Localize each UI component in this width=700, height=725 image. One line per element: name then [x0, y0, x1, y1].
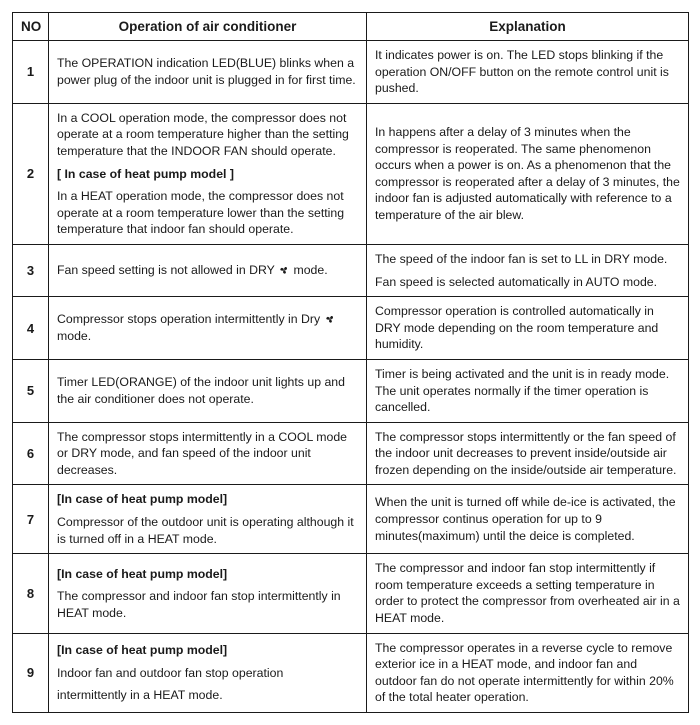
explanation-cell: When the unit is turned off while de-ice…	[367, 485, 689, 554]
row-number: 4	[13, 297, 49, 360]
text-segment: The compressor and indoor fan stop inter…	[375, 560, 680, 626]
table-row: 6The compressor stops intermittently in …	[13, 422, 689, 485]
text-segment: It indicates power is on. The LED stops …	[375, 47, 680, 97]
operation-cell: The compressor stops intermittently in a…	[49, 422, 367, 485]
explanation-cell: The speed of the indoor fan is set to LL…	[367, 244, 689, 296]
operation-cell: Timer LED(ORANGE) of the indoor unit lig…	[49, 359, 367, 422]
text-segment: The speed of the indoor fan is set to LL…	[375, 251, 680, 268]
table-header-row: NO Operation of air conditioner Explanat…	[13, 13, 689, 41]
col-header-no: NO	[13, 13, 49, 41]
col-header-explanation: Explanation	[367, 13, 689, 41]
row-number: 8	[13, 554, 49, 633]
text-segment: Timer LED(ORANGE) of the indoor unit lig…	[57, 374, 358, 407]
text-segment: When the unit is turned off while de-ice…	[375, 494, 680, 544]
row-number: 9	[13, 633, 49, 712]
explanation-cell: The compressor stops intermittently or t…	[367, 422, 689, 485]
text-segment: [In case of heat pump model]	[57, 642, 358, 659]
row-number: 3	[13, 244, 49, 296]
text-segment: In a COOL operation mode, the compressor…	[57, 110, 358, 160]
table-row: 8 [In case of heat pump model] The compres…	[13, 554, 689, 633]
text-segment: [ In case of heat pump model ]	[57, 166, 358, 183]
text-segment: The compressor stops intermittently or t…	[375, 429, 680, 479]
row-number: 2	[13, 103, 49, 244]
explanation-cell: It indicates power is on. The LED stops …	[367, 41, 689, 104]
table-row: 2In a COOL operation mode, the compresso…	[13, 103, 689, 244]
table-row: 9 [In case of heat pump model] Indoor fan …	[13, 633, 689, 712]
text-segment: Indoor fan and outdoor fan stop operatio…	[57, 665, 358, 682]
text-segment: [In case of heat pump model]	[57, 491, 358, 508]
row-number: 5	[13, 359, 49, 422]
text-segment: Compressor operation is controlled autom…	[375, 303, 680, 353]
text-segment: In a HEAT operation mode, the compressor…	[57, 188, 358, 238]
col-header-operation: Operation of air conditioner	[49, 13, 367, 41]
table-row: 5Timer LED(ORANGE) of the indoor unit li…	[13, 359, 689, 422]
text-segment: Compressor stops operation intermittentl…	[57, 311, 358, 344]
operation-cell: [In case of heat pump model] Compressor o…	[49, 485, 367, 554]
text-segment: The compressor operates in a reverse cyc…	[375, 640, 680, 706]
explanation-cell: The compressor and indoor fan stop inter…	[367, 554, 689, 633]
text-segment: In happens after a delay of 3 minutes wh…	[375, 124, 680, 224]
fan-icon	[278, 264, 290, 276]
table-row: 1The OPERATION indication LED(BLUE) blin…	[13, 41, 689, 104]
operation-cell: [In case of heat pump model] The compress…	[49, 554, 367, 633]
troubleshooting-table: NO Operation of air conditioner Explanat…	[12, 12, 689, 713]
text-segment: intermittently in a HEAT mode.	[57, 687, 358, 704]
explanation-cell: In happens after a delay of 3 minutes wh…	[367, 103, 689, 244]
operation-cell: Compressor stops operation intermittentl…	[49, 297, 367, 360]
text-segment: Fan speed setting is not allowed in DRY …	[57, 262, 358, 279]
row-number: 6	[13, 422, 49, 485]
row-number: 1	[13, 41, 49, 104]
text-segment: Fan speed is selected automatically in A…	[375, 274, 680, 291]
explanation-cell: Compressor operation is controlled autom…	[367, 297, 689, 360]
operation-cell: Fan speed setting is not allowed in DRY …	[49, 244, 367, 296]
explanation-cell: Timer is being activated and the unit is…	[367, 359, 689, 422]
text-segment: [In case of heat pump model]	[57, 566, 358, 583]
text-segment: The compressor and indoor fan stop inter…	[57, 588, 358, 621]
text-segment: Timer is being activated and the unit is…	[375, 366, 680, 416]
operation-cell: In a COOL operation mode, the compressor…	[49, 103, 367, 244]
table-row: 4Compressor stops operation intermittent…	[13, 297, 689, 360]
text-segment: Compressor of the outdoor unit is operat…	[57, 514, 358, 547]
table-row: 7 [In case of heat pump model] Compressor …	[13, 485, 689, 554]
text-segment: The compressor stops intermittently in a…	[57, 429, 358, 479]
row-number: 7	[13, 485, 49, 554]
operation-cell: [In case of heat pump model] Indoor fan a…	[49, 633, 367, 712]
operation-cell: The OPERATION indication LED(BLUE) blink…	[49, 41, 367, 104]
fan-icon	[324, 313, 336, 325]
explanation-cell: The compressor operates in a reverse cyc…	[367, 633, 689, 712]
text-segment: The OPERATION indication LED(BLUE) blink…	[57, 55, 358, 88]
table-row: 3 Fan speed setting is not allowed in DRY…	[13, 244, 689, 296]
